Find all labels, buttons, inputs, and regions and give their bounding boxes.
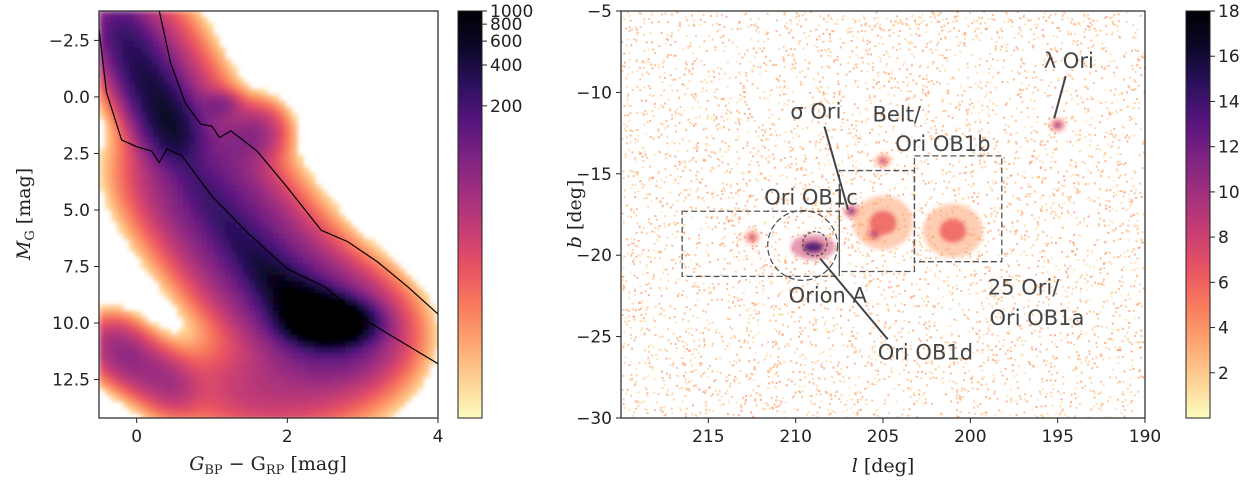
sky-map-panel: λ Ori σ Ori Belt/Ori OB1b Ori OB1c 25 Ori/Or… (564, 2, 1161, 477)
colorbar-tick-label: 10 (1218, 183, 1240, 203)
x-tick-label: 4 (433, 427, 444, 447)
x-tick-label: 2 (282, 427, 293, 447)
colorbar-tick-label: 600 (490, 32, 522, 52)
sky-x-ticks: 215 210 205 200 195 190 (692, 418, 1161, 447)
y-tick-label: 12.5 (52, 371, 90, 391)
cmd-y-axis-label: MG [mag] (13, 168, 38, 261)
colorbar-tick-label: 400 (490, 56, 522, 76)
sky-x-axis-label: l [deg] (852, 455, 915, 477)
sky-annotations: λ Ori σ Ori Belt/Ori OB1b Ori OB1c 25 Ori/Or… (764, 49, 1094, 364)
y-tick-label: −15 (576, 165, 612, 185)
cmd-selection-lines (99, 11, 438, 365)
y-tick-label: −20 (576, 246, 612, 266)
colorbar-tick-label: 18 (1218, 2, 1240, 22)
ori-ob1a-line2-label: Ori OB1a (990, 306, 1085, 330)
y-tick-label: −30 (576, 409, 612, 429)
colorbar-tick-label: 8 (1218, 228, 1229, 248)
colorbar-tick-label: 800 (490, 15, 522, 35)
sky-colorbar-ticks: 2 4 6 8 10 12 14 16 18 (1210, 2, 1240, 384)
sky-noise-field (621, 11, 1145, 418)
ob1b-knot-core (870, 230, 878, 238)
25-ori-core (939, 218, 967, 243)
cmd-colorbar-gradient (457, 10, 483, 419)
belt-line2-label: Ori OB1b (895, 132, 990, 156)
colorbar-tick-label: 6 (1218, 273, 1229, 293)
x-tick-label: 0 (131, 427, 142, 447)
cmd-panel: 0 2 4 −2.5 0.0 2.5 5.0 7.5 10.0 12.5 GBP − GRP [… (13, 10, 443, 478)
lambda-ori-label: λ Ori (1044, 49, 1094, 73)
sky-regions (681, 155, 1003, 282)
belt-line1-label: Belt/ (873, 103, 922, 127)
y-tick-label: 7.5 (63, 258, 90, 278)
ori-ob1c-label: Ori OB1c (764, 186, 858, 210)
y-tick-label: 5.0 (63, 201, 90, 221)
colorbar-tick-label: 1000 (490, 2, 533, 22)
sigma-ori-label: σ Ori (790, 99, 841, 123)
ob1b-top-core (879, 157, 887, 164)
ori-ob1a-line1-label: 25 Ori/ (988, 275, 1060, 299)
ob1c-knot-core (748, 234, 756, 241)
ori-ob1d-label: Ori OB1d (878, 340, 973, 364)
cmd-plot-frame (98, 10, 439, 419)
x-tick-label: 210 (779, 427, 811, 447)
lambda-ori-arrow (1053, 75, 1067, 119)
sky-colorbar-gradient (1185, 10, 1211, 419)
y-tick-label: −2.5 (49, 31, 90, 51)
x-tick-label: 200 (954, 427, 986, 447)
x-tick-label: 215 (692, 427, 724, 447)
colorbar-tick-label: 2 (1218, 364, 1229, 384)
ori-ob1a-box (913, 155, 1003, 263)
y-tick-label: −5 (587, 2, 612, 22)
upper-boundary-line (158, 11, 438, 315)
y-tick-label: −10 (576, 83, 612, 103)
sky-colorbar: 2 4 6 8 10 12 14 16 18 (1185, 2, 1240, 419)
cmd-x-axis-label: GBP − GRP [mag] (189, 453, 347, 478)
cmd-y-ticks: −2.5 0.0 2.5 5.0 7.5 10.0 12.5 (49, 31, 99, 391)
y-tick-label: −25 (576, 328, 612, 348)
sigma-ori-core (847, 208, 856, 215)
sky-y-ticks: −5 −10 −15 −20 −25 −30 (576, 2, 621, 429)
x-tick-label: 205 (867, 427, 899, 447)
colorbar-tick-label: 4 (1218, 319, 1229, 339)
orion-a-core (803, 241, 824, 253)
x-tick-label: 190 (1129, 427, 1161, 447)
y-tick-label: 0.0 (63, 88, 90, 108)
orion-a-label: Orion A (789, 283, 868, 307)
x-tick-label: 195 (1041, 427, 1073, 447)
colorbar-tick-label: 12 (1218, 138, 1240, 158)
ori-ob1c-box (681, 210, 840, 278)
colorbar-tick-label: 200 (490, 97, 522, 117)
cmd-x-ticks: 0 2 4 (131, 418, 443, 447)
colorbar-tick-label: 14 (1218, 92, 1240, 112)
lower-boundary-line (99, 29, 438, 365)
sigma-ori-arrow (823, 126, 850, 210)
sky-density-blobs (744, 117, 1066, 260)
y-tick-label: 10.0 (52, 314, 90, 334)
lambda-ori-core (1054, 121, 1062, 129)
orion-a-circle (767, 209, 839, 282)
sky-y-axis-label: b [deg] (564, 180, 586, 249)
cmd-density-map (99, 11, 438, 418)
belt-box (838, 169, 916, 273)
ori-ob1d-arrow (819, 257, 889, 341)
ori-ob1d-circle (802, 230, 828, 257)
colorbar-tick-label: 16 (1218, 47, 1240, 67)
y-tick-label: 2.5 (63, 144, 90, 164)
